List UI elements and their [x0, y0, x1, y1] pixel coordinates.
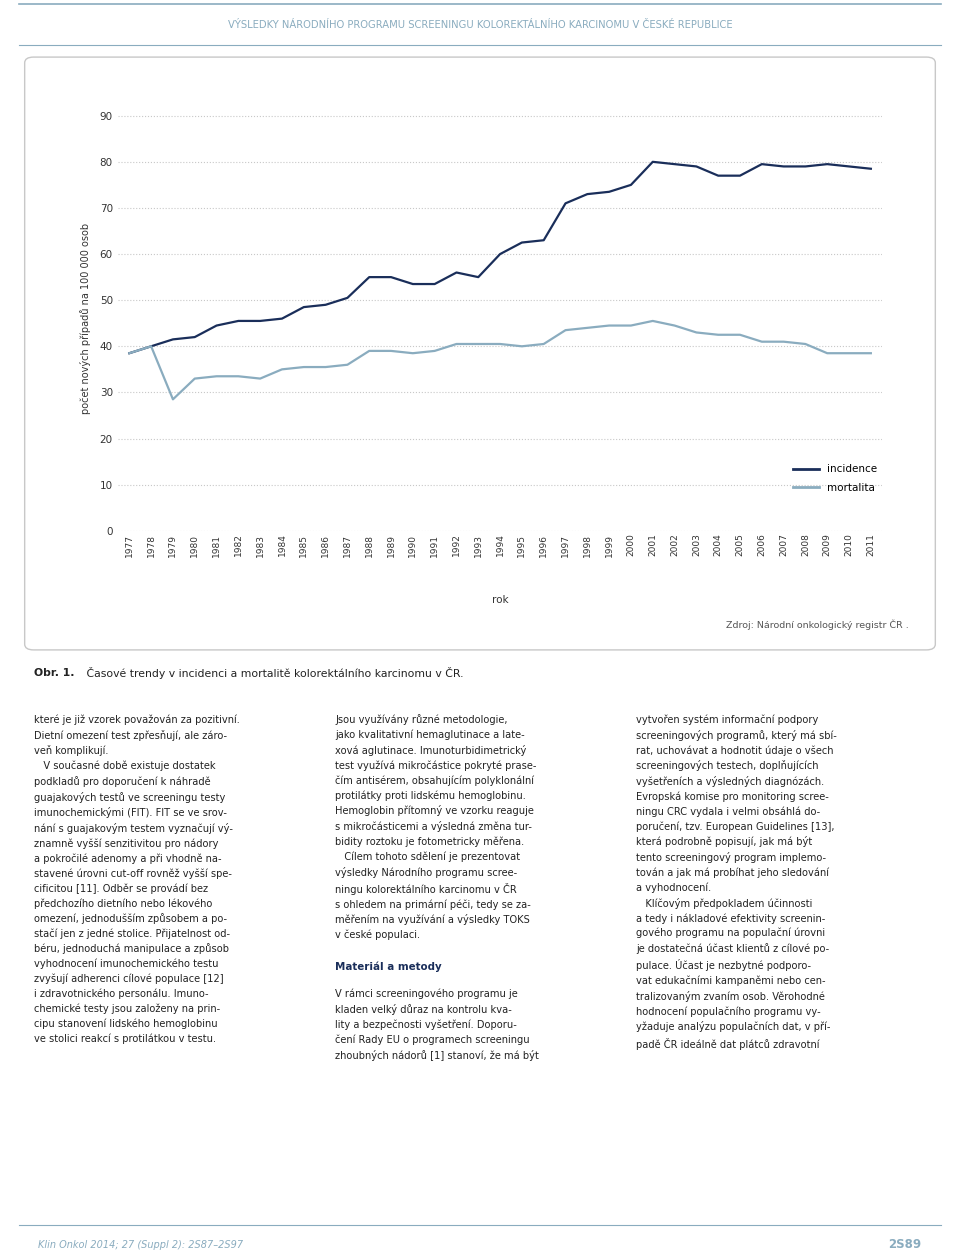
Text: Časové trendy v incidenci a mortalitě kolorektálního karcinomu v ČR.: Časové trendy v incidenci a mortalitě ko… [83, 667, 464, 679]
Text: Obr. 1.: Obr. 1. [34, 668, 74, 678]
Text: vytvořen systém informační podpory
screeningových programů, který má sbí-
rat, u: vytvořen systém informační podpory scree… [636, 715, 837, 1049]
FancyBboxPatch shape [25, 57, 935, 650]
Text: které je již vzorek považován za pozitivní.
Dietní omezení test zpřesňují, ale z: které je již vzorek považován za pozitiv… [34, 715, 239, 1044]
Legend: incidence, mortalita: incidence, mortalita [789, 460, 881, 497]
Text: Materiál a metody: Materiál a metody [335, 962, 442, 972]
Y-axis label: počet nových případů na 100 000 osob: počet nových případů na 100 000 osob [81, 223, 91, 414]
Text: Klin Onkol 2014; 27 (Suppl 2): 2S87–2S97: Klin Onkol 2014; 27 (Suppl 2): 2S87–2S97 [38, 1240, 244, 1249]
Text: V rámci screeningového programu je
kladen velký důraz na kontrolu kva-
lity a be: V rámci screeningového programu je klade… [335, 989, 539, 1060]
Text: Jsou využívány různé metodologie,
jako kvalitativní hemaglutinace a late-
xová a: Jsou využívány různé metodologie, jako k… [335, 715, 537, 941]
X-axis label: rok: rok [492, 595, 509, 605]
Text: Zdroj: Národní onkologický registr ČR .: Zdroj: Národní onkologický registr ČR . [726, 619, 908, 629]
Text: VÝSLEDKY NÁRODNÍHO PROGRAMU SCREENINGU KOLOREKTÁLNÍHO KARCINOMU V ČESKÉ REPUBLIC: VÝSLEDKY NÁRODNÍHO PROGRAMU SCREENINGU K… [228, 20, 732, 30]
Text: 2S89: 2S89 [888, 1238, 922, 1252]
